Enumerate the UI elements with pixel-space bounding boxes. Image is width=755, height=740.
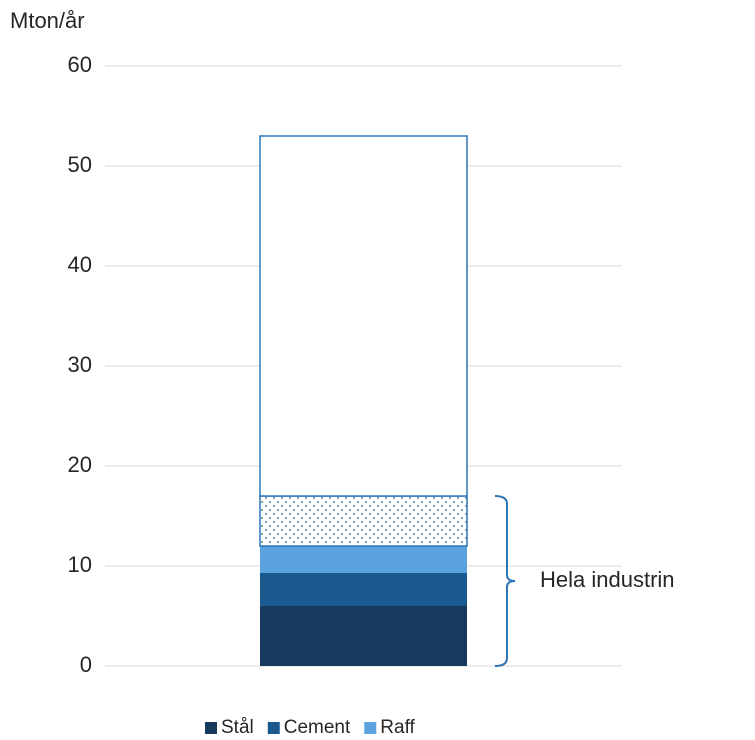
bar-segment — [260, 606, 467, 666]
legend-label: Cement — [284, 717, 351, 738]
y-tick-label: 20 — [68, 452, 92, 477]
bracket — [494, 495, 516, 667]
y-tick-label: 60 — [68, 52, 92, 77]
legend-swatch — [267, 722, 280, 734]
legend-swatch — [205, 722, 217, 734]
bar-segment — [259, 495, 468, 547]
legend-label: Raff — [380, 717, 415, 738]
bar-segment — [260, 573, 467, 606]
annotation: Hela industrin — [540, 567, 675, 592]
y-tick-label: 30 — [68, 352, 92, 377]
bar-segment — [260, 546, 467, 573]
y-tick-label: 10 — [68, 552, 92, 577]
y-tick-label: 0 — [80, 652, 92, 677]
y-tick-label: 40 — [68, 252, 92, 277]
y-tick-label: 50 — [68, 152, 92, 177]
bar-segment — [259, 135, 468, 497]
legend-swatch — [364, 722, 377, 734]
legend-label: Stål — [221, 717, 254, 738]
y-axis-label: Mton/år — [10, 8, 85, 33]
